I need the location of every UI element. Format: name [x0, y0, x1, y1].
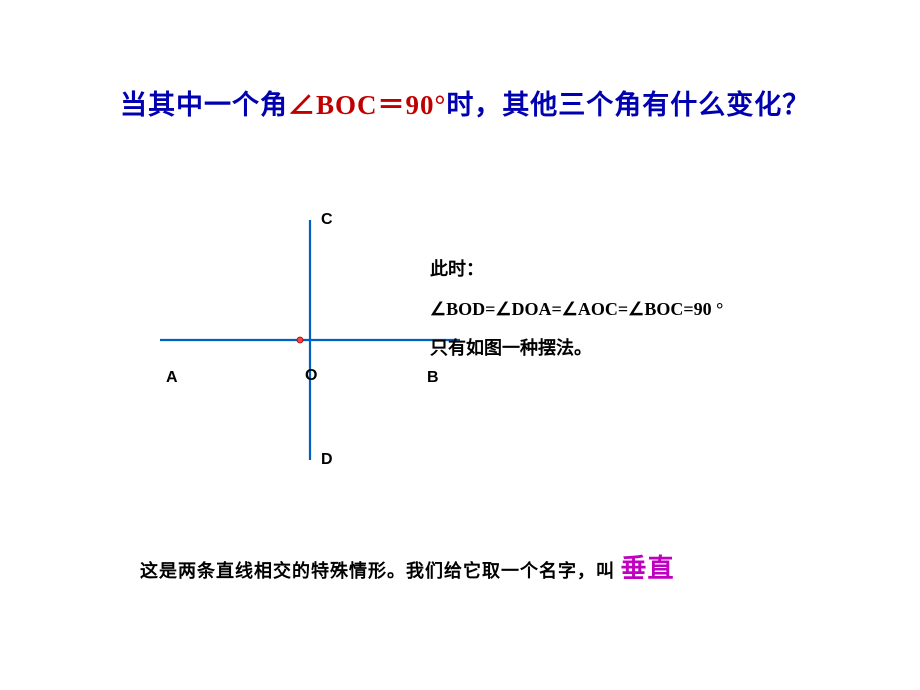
explanation: 此时： ∠BOD=∠DOA=∠AOC=∠BOC=90 ° 只有如图一种摆法。: [430, 250, 723, 369]
label-C: C: [321, 211, 333, 228]
bottom-text: 这是两条直线相交的特殊情形。我们给它取一个名字，叫: [140, 561, 621, 581]
perpendicular-diagram: A B C D O: [80, 200, 390, 480]
term-perpendicular: 垂直: [621, 554, 675, 583]
bottom-sentence: 这是两条直线相交的特殊情形。我们给它取一个名字，叫 垂直: [140, 548, 675, 585]
point-O: [297, 337, 303, 343]
q-part1: 当其中一个角: [120, 90, 288, 120]
explain-line3: 只有如图一种摆法。: [430, 329, 723, 369]
q-angle: ∠BOC＝90°: [288, 90, 446, 120]
label-B: B: [427, 369, 439, 386]
label-A: A: [166, 369, 178, 386]
label-O: O: [305, 367, 317, 384]
diagram-svg: A B C D O: [80, 200, 480, 480]
explain-line1: 此时：: [430, 250, 723, 290]
question-text: 当其中一个角∠BOC＝90°时，其他三个角有什么变化？: [120, 82, 860, 129]
explain-line2: ∠BOD=∠DOA=∠AOC=∠BOC=90 °: [430, 290, 723, 330]
q-part2: 时，其他三个角有什么变化？: [446, 90, 810, 120]
label-D: D: [321, 451, 333, 468]
